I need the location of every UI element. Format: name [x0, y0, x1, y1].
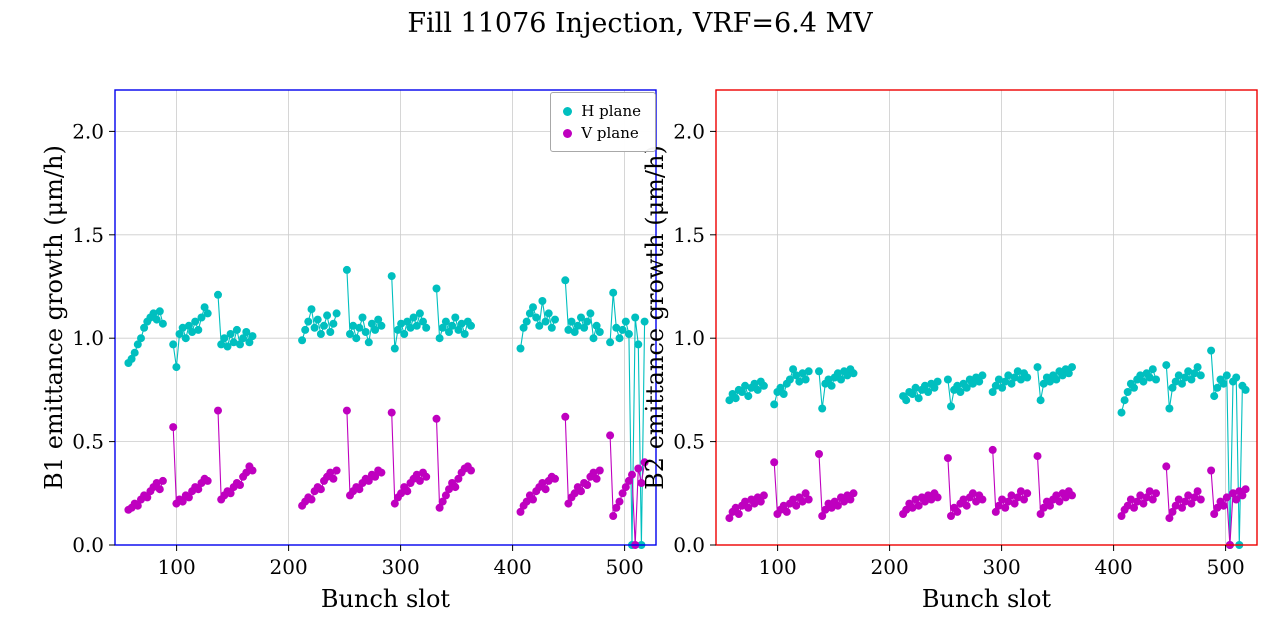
svg-text:300: 300: [983, 555, 1021, 579]
v-plane-marker-icon: [563, 128, 573, 138]
svg-text:400: 400: [494, 555, 532, 579]
svg-text:500: 500: [606, 555, 644, 579]
b1-plot-area: 100 200 300 400 500 0.0 0.5 1.0 1.5 2.0 Bunch slot…: [40, 85, 665, 644]
svg-text:200: 200: [871, 555, 909, 579]
b2-plot-area: 100 200 300 400 500 0.0 0.5 1.0 1.5 2.0 Bunch slot…: [641, 85, 1266, 644]
svg-text:2.0: 2.0: [673, 119, 705, 143]
svg-text:0.5: 0.5: [72, 430, 104, 454]
b1-plot-svg: 100 200 300 400 500 0.0 0.5 1.0 1.5 2.0 Bunch slot…: [40, 89, 657, 613]
svg-text:B1 emittance growth (μm/h): B1 emittance growth (μm/h): [40, 145, 68, 490]
legend-label: V plane: [581, 124, 639, 142]
svg-text:Bunch slot: Bunch slot: [922, 585, 1052, 613]
svg-text:300: 300: [382, 555, 420, 579]
svg-text:0.0: 0.0: [673, 533, 705, 557]
svg-text:2.0: 2.0: [72, 119, 104, 143]
legend: H plane V plane: [550, 92, 656, 152]
svg-text:0.5: 0.5: [673, 430, 705, 454]
svg-text:0.0: 0.0: [72, 533, 104, 557]
svg-text:1.5: 1.5: [673, 223, 705, 247]
svg-text:1.0: 1.0: [673, 326, 705, 350]
b2-plot-svg: 100 200 300 400 500 0.0 0.5 1.0 1.5 2.0 Bunch slot…: [641, 89, 1258, 613]
svg-text:B2 emittance growth (μm/h): B2 emittance growth (μm/h): [641, 145, 669, 490]
b1-chart: H plane V plane 100 200 300 400 500 0.0 0.5 1.0…: [40, 85, 665, 640]
legend-label: H plane: [581, 102, 641, 120]
svg-text:100: 100: [759, 555, 797, 579]
h-plane-marker-icon: [563, 106, 573, 116]
svg-text:400: 400: [1095, 555, 1133, 579]
figure-title: Fill 11076 Injection, VRF=6.4 MV: [407, 8, 873, 39]
svg-text:200: 200: [270, 555, 308, 579]
b2-chart: 100 200 300 400 500 0.0 0.5 1.0 1.5 2.0 Bunch slot…: [641, 85, 1266, 640]
svg-text:1.0: 1.0: [72, 326, 104, 350]
svg-text:Bunch slot: Bunch slot: [321, 585, 451, 613]
legend-item-v-plane: V plane: [563, 122, 641, 144]
svg-text:500: 500: [1207, 555, 1245, 579]
svg-text:100: 100: [158, 555, 196, 579]
svg-text:1.5: 1.5: [72, 223, 104, 247]
legend-item-h-plane: H plane: [563, 100, 641, 122]
